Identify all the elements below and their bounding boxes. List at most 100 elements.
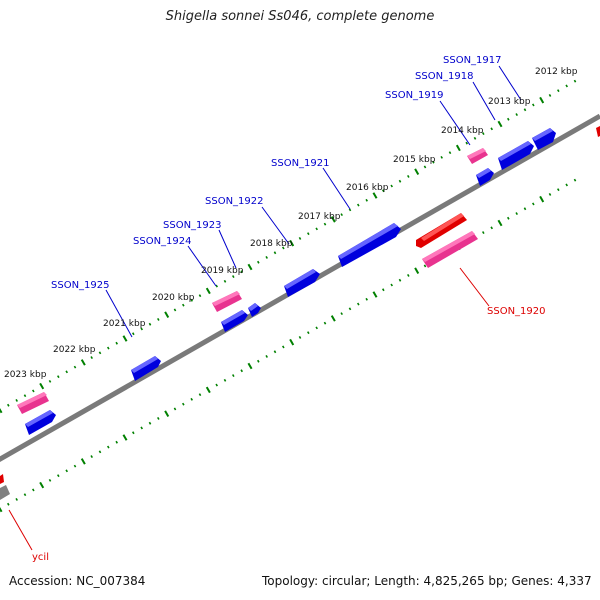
gene-label-sson-1918[interactable]: SSON_1918 [415, 71, 474, 82]
minor-tick [107, 445, 110, 449]
gene-sson-1920[interactable] [416, 213, 467, 248]
tick-track-inner [0, 178, 577, 513]
minor-tick [173, 308, 177, 312]
gene-label-ycil[interactable]: ycil [32, 552, 49, 563]
gene-sson-1921[interactable] [338, 223, 401, 267]
minor-tick [482, 132, 485, 135]
minor-tick [140, 327, 143, 331]
gene-labels-reverse: SSON_1920 ycil [32, 306, 546, 563]
major-tick [289, 338, 295, 346]
minor-tick [223, 279, 227, 283]
minor-tick [548, 94, 552, 97]
major-tick [164, 311, 170, 318]
rna-gene-c[interactable] [212, 291, 242, 312]
leader-sson-1918 [472, 81, 496, 121]
kbp-label: 2023 kbp [4, 370, 47, 380]
minor-tick [107, 346, 110, 350]
topology-text: Topology: circular; Length: 4,825,265 bp… [262, 574, 592, 588]
minor-tick [265, 355, 268, 358]
gene-sson-1924[interactable] [221, 310, 248, 332]
minor-tick [273, 251, 277, 255]
major-tick [330, 216, 336, 223]
leader-sson-1923 [218, 229, 237, 269]
minor-tick [148, 421, 152, 425]
gene-sson-1922[interactable] [284, 269, 320, 297]
minor-tick [15, 498, 18, 501]
minor-tick [257, 359, 260, 363]
minor-tick [382, 189, 385, 193]
minor-tick [15, 399, 18, 402]
minor-tick [348, 307, 352, 311]
gene-sson-1925[interactable] [131, 356, 161, 381]
rna-gene-d[interactable] [17, 392, 49, 414]
minor-tick [115, 440, 118, 444]
minor-tick [215, 383, 218, 387]
gene-label-sson-1917[interactable]: SSON_1917 [443, 55, 502, 66]
minor-tick [407, 175, 410, 178]
minor-tick [32, 389, 35, 393]
minor-tick [323, 222, 327, 226]
major-tick [414, 267, 420, 274]
minor-tick [132, 332, 135, 336]
minor-tick [407, 274, 410, 277]
minor-tick [23, 493, 27, 497]
minor-tick [398, 278, 402, 282]
gene-ycil[interactable] [0, 474, 4, 484]
minor-tick [190, 298, 193, 302]
major-tick [0, 407, 3, 414]
gene-sson-1918[interactable] [498, 141, 534, 170]
gene-label-sson-1919[interactable]: SSON_1919 [385, 90, 444, 101]
gene-label-sson-1922[interactable]: SSON_1922 [205, 196, 264, 207]
minor-tick [190, 397, 193, 401]
minor-tick [423, 165, 427, 169]
rna-gene-a[interactable] [467, 148, 488, 164]
major-tick [289, 239, 295, 247]
major-tick [247, 362, 253, 370]
minor-tick [298, 237, 302, 240]
minor-tick [440, 155, 443, 159]
minor-tick [232, 374, 235, 377]
minor-tick [65, 370, 68, 374]
major-tick [0, 506, 3, 513]
rna-gene-b[interactable] [422, 231, 478, 268]
major-tick [372, 291, 378, 298]
minor-tick [565, 183, 568, 187]
minor-tick [232, 275, 235, 278]
gene-right-edge[interactable] [596, 126, 600, 137]
minor-tick [490, 226, 493, 230]
gene-label-sson-1923[interactable]: SSON_1923 [163, 220, 222, 231]
minor-tick [573, 178, 577, 182]
minor-tick [157, 417, 160, 420]
gene-label-sson-1925[interactable]: SSON_1925 [51, 280, 110, 291]
kbp-label: 2014 kbp [441, 126, 484, 136]
major-tick [164, 410, 170, 417]
minor-tick [57, 474, 60, 478]
major-tick [122, 434, 128, 441]
gene-sson-1923[interactable] [248, 303, 261, 317]
minor-tick [7, 502, 10, 506]
minor-tick [57, 375, 60, 379]
leader-sson-1919 [439, 100, 471, 146]
gene-label-sson-1924[interactable]: SSON_1924 [133, 236, 192, 247]
kbp-label: 2019 kbp [201, 266, 244, 276]
leader-sson-1922 [261, 206, 290, 245]
leader-sson-1920 [459, 267, 490, 307]
minor-tick [223, 378, 227, 382]
minor-tick [73, 365, 77, 369]
minor-tick [198, 393, 202, 397]
minor-tick [532, 103, 535, 107]
gene-left-edge[interactable] [25, 410, 56, 435]
major-tick [539, 195, 545, 203]
minor-tick [557, 89, 560, 93]
minor-tick [182, 402, 185, 406]
minor-tick [398, 179, 402, 183]
gene-label-sson-1920[interactable]: SSON_1920 [487, 306, 546, 317]
kbp-labels: 2012 kbp 2013 kbp 2014 kbp 2015 kbp 2016… [4, 67, 578, 380]
minor-tick [98, 351, 102, 355]
minor-tick [215, 284, 218, 288]
gene-sson-1917[interactable] [532, 128, 556, 150]
gene-sson-1919[interactable] [476, 168, 494, 186]
major-tick [80, 359, 86, 366]
gene-label-sson-1921[interactable]: SSON_1921 [271, 158, 330, 169]
